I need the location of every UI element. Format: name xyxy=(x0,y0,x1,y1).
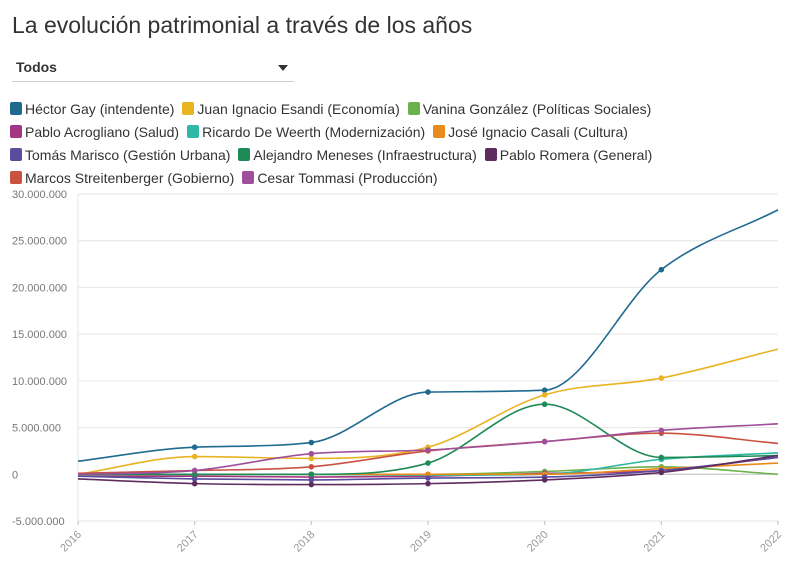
data-point xyxy=(541,387,548,393)
legend-label: Ricardo De Weerth (Modernización) xyxy=(202,123,426,140)
data-point xyxy=(658,266,665,273)
filter-selected-value: Todos xyxy=(16,59,57,75)
legend-label: Vanina González (Políticas Sociales) xyxy=(422,100,652,117)
legend-label: Héctor Gay (intendente) xyxy=(25,100,175,117)
y-tick-label: 0 xyxy=(12,469,18,481)
legend-swatch xyxy=(10,148,22,161)
legend-label: Cesar Tommasi (Producción) xyxy=(257,169,438,186)
legend-label: Marcos Streitenberger (Gobierno) xyxy=(25,169,235,186)
x-tick-label: 2016 xyxy=(58,529,84,555)
x-tick-label: 2022 xyxy=(758,529,784,555)
legend-item[interactable]: Cesar Tommasi (Producción) xyxy=(242,169,438,186)
y-tick-label: 5.000.000 xyxy=(12,423,61,435)
legend-label: Juan Ignacio Esandi (Economía) xyxy=(197,100,400,117)
data-point xyxy=(308,477,315,483)
data-point xyxy=(308,439,315,446)
legend-swatch xyxy=(10,171,22,184)
y-tick-label: -5.000.000 xyxy=(12,516,65,528)
data-point xyxy=(308,471,315,478)
legend-item[interactable]: Tomás Marisco (Gestión Urbana) xyxy=(10,146,230,163)
filter-dropdown[interactable]: Todos xyxy=(12,56,294,82)
chart-title: La evolución patrimonial a través de los… xyxy=(12,12,473,38)
legend-swatch xyxy=(242,171,255,184)
chart-legend: Héctor Gay (intendente) Juan Ignacio Esan… xyxy=(10,100,780,186)
y-tick-label: 20.000.000 xyxy=(12,282,67,294)
data-point xyxy=(191,453,198,460)
legend-item[interactable]: Alejandro Meneses (Infraestructura) xyxy=(238,146,477,163)
legend-label: Pablo Acrogliano (Salud) xyxy=(25,123,180,140)
chevron-down-icon xyxy=(278,65,288,71)
data-point xyxy=(308,481,315,488)
data-point xyxy=(191,444,198,450)
data-point xyxy=(541,477,548,483)
data-point xyxy=(425,447,431,453)
data-point xyxy=(308,450,315,457)
legend-swatch xyxy=(433,125,446,138)
legend-swatch xyxy=(484,148,497,161)
data-point xyxy=(658,375,665,381)
data-point xyxy=(658,427,665,434)
data-point xyxy=(308,464,315,470)
legend-swatch xyxy=(10,102,22,115)
data-point xyxy=(191,467,198,474)
data-point xyxy=(425,389,431,395)
legend-item[interactable]: Pablo Romera (General) xyxy=(484,146,653,163)
y-tick-label: 15.000.000 xyxy=(12,329,67,341)
data-point xyxy=(191,476,198,482)
y-tick-label: 30.000.000 xyxy=(12,189,67,201)
data-point xyxy=(191,480,198,487)
x-tick-label: 2017 xyxy=(175,529,201,555)
legend-label: José Ignacio Casali (Cultura) xyxy=(448,123,628,140)
legend-label: Tomás Marisco (Gestión Urbana) xyxy=(25,146,231,163)
legend-item[interactable]: Vanina González (Políticas Sociales) xyxy=(407,100,652,117)
legend-item[interactable]: Marcos Streitenberger (Gobierno) xyxy=(10,169,234,186)
series-line xyxy=(77,348,779,476)
series-line xyxy=(77,209,779,463)
legend-swatch xyxy=(238,148,251,161)
data-point xyxy=(541,401,548,408)
data-point xyxy=(425,460,431,466)
x-tick-label: 2020 xyxy=(525,529,551,555)
legend-swatch xyxy=(187,125,200,138)
data-point xyxy=(541,392,548,398)
data-point xyxy=(541,438,548,445)
data-point xyxy=(308,455,315,462)
data-point xyxy=(425,475,431,481)
legend-item[interactable]: Héctor Gay (intendente) xyxy=(10,100,174,117)
data-point xyxy=(658,469,665,476)
legend-swatch xyxy=(182,102,195,115)
legend-swatch xyxy=(407,102,420,115)
legend-item[interactable]: José Ignacio Casali (Cultura) xyxy=(433,123,628,140)
legend-item[interactable]: Pablo Acrogliano (Salud) xyxy=(10,123,179,140)
legend-swatch xyxy=(10,125,22,138)
data-point xyxy=(658,454,665,461)
y-tick-label: 25.000.000 xyxy=(12,236,67,248)
legend-label: Pablo Romera (General) xyxy=(499,146,653,163)
y-tick-label: 10.000.000 xyxy=(12,376,67,388)
x-tick-label: 2019 xyxy=(408,529,434,555)
x-tick-label: 2021 xyxy=(642,529,668,555)
line-chart: -5.000.000 0 5.000.000 10.000.000 15.000.000… xyxy=(12,189,784,555)
legend-label: Alejandro Meneses (Infraestructura) xyxy=(253,146,477,163)
data-point xyxy=(425,480,431,487)
legend-item[interactable]: Juan Ignacio Esandi (Economía) xyxy=(182,100,400,117)
x-tick-label: 2018 xyxy=(292,529,318,555)
legend-item[interactable]: Ricardo De Weerth (Modernización) xyxy=(187,123,425,140)
